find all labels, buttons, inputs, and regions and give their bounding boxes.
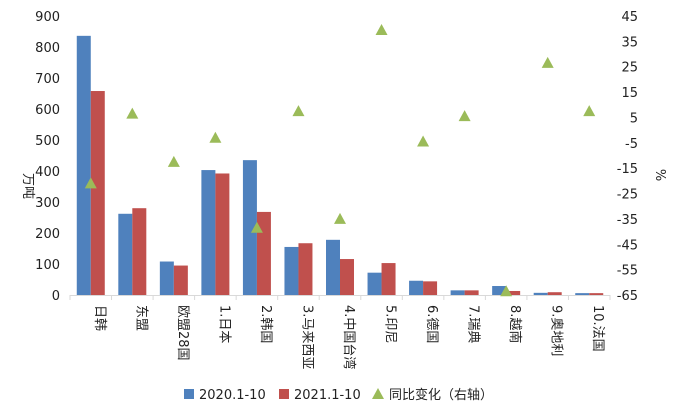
bar-2021 [381, 263, 396, 295]
bar-2021 [589, 293, 604, 295]
bar-2020 [409, 280, 424, 295]
category-label: 1.日本 [216, 305, 231, 343]
legend-swatch-2021 [279, 389, 289, 399]
right-axis-title: % [652, 169, 667, 181]
bar-2021 [215, 173, 230, 295]
category-labels: 日韩 东盟 欧盟28国 1.日本 2.韩国 3.马来西亚 4.中国台湾 5.印尼 6.德国 7.瑞… [92, 305, 605, 369]
category-label: 5.印尼 [383, 305, 398, 343]
category-label: 2.韩国 [258, 305, 273, 343]
yoy-marker [458, 110, 471, 122]
bar-2020 [118, 213, 133, 295]
bar-2020 [326, 239, 340, 295]
right-y-axis: 45 35 25 15 5 -5 -15 -25 -35 -45 -55 -65 [617, 10, 638, 304]
right-tick-label: 45 [621, 10, 638, 25]
bar-2021 [423, 281, 438, 295]
yoy-marker [84, 177, 97, 189]
yoy-marker [583, 105, 596, 117]
category-label: 10.法国 [590, 305, 605, 352]
bar-2020 [533, 292, 548, 295]
category-label: 4.中国台湾 [341, 305, 357, 369]
legend-label-yoy: 同比变化（右轴） [389, 387, 493, 403]
yoy-marker [541, 56, 554, 68]
legend-label-2020: 2020.1-10 [199, 388, 266, 403]
yoy-marker [167, 155, 180, 167]
legend-swatch-2020 [184, 389, 194, 399]
left-tick-label: 0 [52, 289, 60, 304]
left-tick-label: 100 [35, 258, 60, 273]
category-label: 东盟 [133, 305, 148, 331]
bar-2020 [284, 246, 299, 295]
category-label: 3.马来西亚 [299, 305, 314, 369]
bar-2020 [575, 293, 590, 295]
bar-2021 [256, 211, 271, 295]
bar-2020 [159, 261, 174, 295]
right-tick-label: -55 [617, 264, 638, 279]
yoy-marker [292, 105, 305, 117]
bar-2021 [90, 91, 105, 296]
left-axis-title: 万吨 [20, 173, 35, 199]
right-tick-label: -5 [625, 137, 638, 152]
bar-2021 [173, 265, 188, 295]
bar-2020 [242, 160, 257, 295]
left-tick-label: 900 [35, 10, 60, 25]
right-tick-label: 15 [621, 86, 638, 101]
left-tick-label: 500 [35, 134, 60, 149]
category-label: 日韩 [92, 305, 107, 331]
right-tick-label: -25 [617, 188, 638, 203]
yoy-marker [500, 285, 513, 297]
yoy-marker [209, 131, 222, 143]
right-tick-label: -15 [617, 162, 638, 177]
bar-2021 [547, 292, 562, 295]
yoy-marker [417, 135, 430, 147]
bar-2021 [132, 208, 147, 295]
right-tick-label: 5 [630, 111, 638, 126]
markers-layer [84, 23, 596, 297]
left-tick-label: 800 [35, 41, 60, 56]
bar-2021 [340, 259, 354, 295]
right-tick-label: -65 [617, 289, 638, 304]
bar-2020 [367, 272, 382, 295]
right-tick-label: 35 [621, 35, 638, 50]
bar-2020 [201, 170, 216, 295]
bar-2021 [506, 290, 521, 295]
category-label: 欧盟28国 [175, 305, 190, 361]
yoy-marker [250, 221, 263, 233]
yoy-marker [334, 212, 346, 224]
bars-layer [69, 35, 611, 300]
left-tick-label: 300 [35, 196, 60, 211]
bar-2021 [298, 243, 313, 295]
legend: 2020.1-10 2021.1-10 同比变化（右轴） [184, 387, 493, 403]
category-label: 7.瑞典 [466, 305, 481, 343]
legend-swatch-yoy [372, 388, 384, 399]
bar-2020 [76, 35, 91, 296]
left-tick-label: 600 [35, 103, 60, 118]
yoy-marker [375, 23, 388, 35]
bar-2020 [492, 286, 507, 295]
right-tick-label: 25 [621, 61, 638, 76]
right-tick-label: -35 [617, 213, 638, 228]
category-label: 9.奥地利 [549, 305, 564, 356]
bar-2020 [450, 290, 465, 295]
yoy-marker [126, 107, 139, 119]
category-label: 8.越南 [507, 305, 523, 343]
legend-label-2021: 2021.1-10 [294, 388, 361, 403]
left-tick-label: 700 [35, 72, 60, 87]
left-y-axis: 0 100 200 300 400 500 600 700 800 900 [35, 10, 60, 304]
left-tick-label: 200 [35, 227, 60, 242]
category-label: 6.德国 [424, 305, 439, 343]
bar-2021 [464, 290, 479, 295]
right-tick-label: -45 [617, 238, 638, 253]
left-tick-label: 400 [35, 165, 60, 180]
